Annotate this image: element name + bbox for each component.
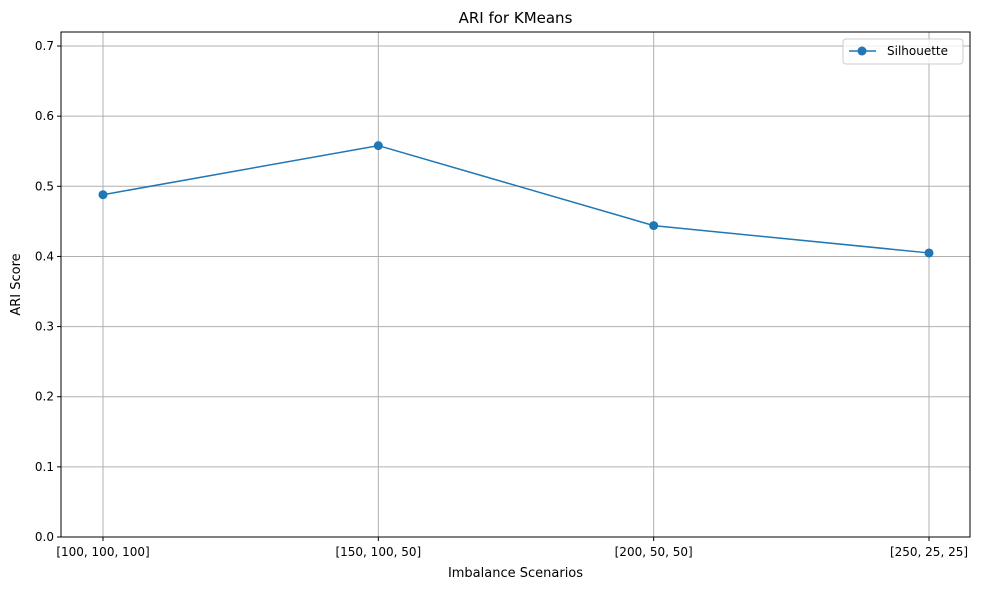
- legend-entry-label: Silhouette: [887, 44, 948, 58]
- y-tick-label: 0.3: [35, 320, 54, 334]
- y-tick-label: 0.1: [35, 460, 54, 474]
- data-point: [98, 190, 108, 200]
- x-tick-label: [200, 50, 50]: [615, 545, 693, 559]
- data-point: [373, 141, 383, 151]
- ticks: 0.0 0.1 0.2 0.3 0.4 0.5 0.6 0.7 [100, 100, 100] […: [35, 39, 968, 559]
- x-tick-label: [250, 25, 25]: [890, 545, 968, 559]
- y-tick-label: 0.4: [35, 249, 54, 263]
- series-layer: [98, 141, 934, 258]
- legend-marker-swatch: [857, 46, 867, 56]
- series-line: [102, 144, 930, 254]
- y-tick-label: 0.0: [35, 530, 54, 544]
- y-tick-label: 0.6: [35, 109, 54, 123]
- legend-box: [842, 38, 964, 65]
- y-tick-label: 0.2: [35, 390, 54, 404]
- plot-frame: [60, 31, 971, 538]
- x-tick-label: [150, 100, 50]: [335, 545, 421, 559]
- data-point: [649, 221, 659, 231]
- legend: Silhouette: [842, 38, 964, 65]
- grid: [61, 32, 970, 538]
- y-tick-label: 0.5: [35, 179, 54, 193]
- y-axis-label: ARI Score: [9, 253, 24, 315]
- x-axis-label: Imbalance Scenarios: [448, 566, 583, 581]
- x-tick-label: [100, 100, 100]: [56, 545, 149, 559]
- chart-title: ARI for KMeans: [459, 9, 573, 27]
- y-tick-label: 0.7: [35, 39, 54, 53]
- data-point: [924, 248, 934, 258]
